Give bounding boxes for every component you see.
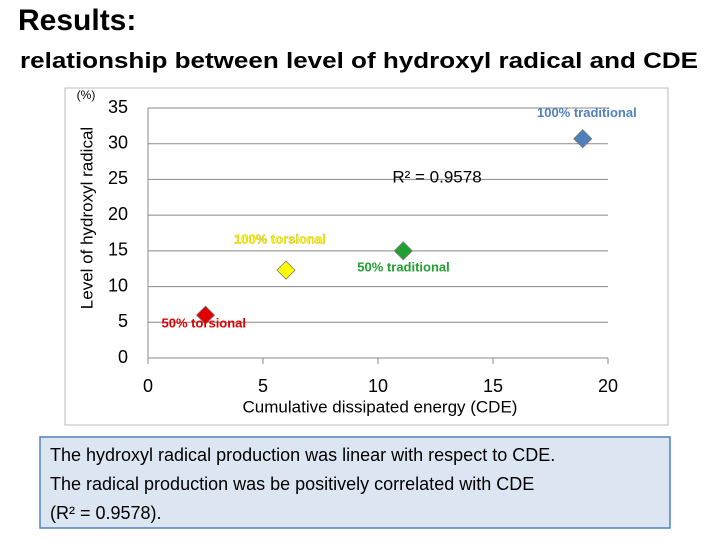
point-label: 50% traditional: [357, 259, 449, 274]
y-tick-label: 15: [108, 240, 128, 260]
point-label: 50% torsional: [162, 316, 247, 331]
note-line: (R² = 0.9578).: [50, 503, 162, 523]
y-tick-label: 25: [108, 168, 128, 188]
x-tick-label: 5: [258, 376, 268, 396]
point: [393, 241, 413, 261]
y-tick-label: 30: [108, 132, 128, 152]
point-label: 100% torsional: [234, 232, 326, 247]
note-line: The radical production was be positively…: [50, 474, 534, 494]
slide-subtitle: relationship between level of hydroxyl r…: [20, 48, 698, 73]
slide-title: Results:: [18, 4, 136, 37]
point: [276, 260, 296, 280]
point-label: 100% traditional: [537, 105, 637, 120]
annotation: R² = 0.9578: [392, 167, 481, 186]
note-box: [39, 436, 671, 529]
x-tick-label: 15: [483, 376, 503, 396]
x-tick-label: 20: [598, 376, 618, 396]
y-tick-label: 35: [108, 97, 128, 117]
y-axis-unit: (%): [77, 88, 96, 102]
x-tick-label: 0: [143, 376, 153, 396]
point: [195, 305, 216, 325]
y-tick-label: 10: [108, 275, 128, 295]
y-tick-label: 20: [108, 204, 128, 224]
x-axis-label: Cumulative dissipated energy (CDE): [243, 397, 518, 416]
y-axis-label: Level of hydroxyl radical: [77, 127, 96, 309]
note-line: The hydroxyl radical production was line…: [50, 445, 555, 465]
y-tick-label: 5: [118, 311, 128, 331]
point: [573, 129, 593, 149]
x-tick-label: 10: [368, 376, 388, 396]
y-tick-label: 0: [118, 347, 128, 367]
